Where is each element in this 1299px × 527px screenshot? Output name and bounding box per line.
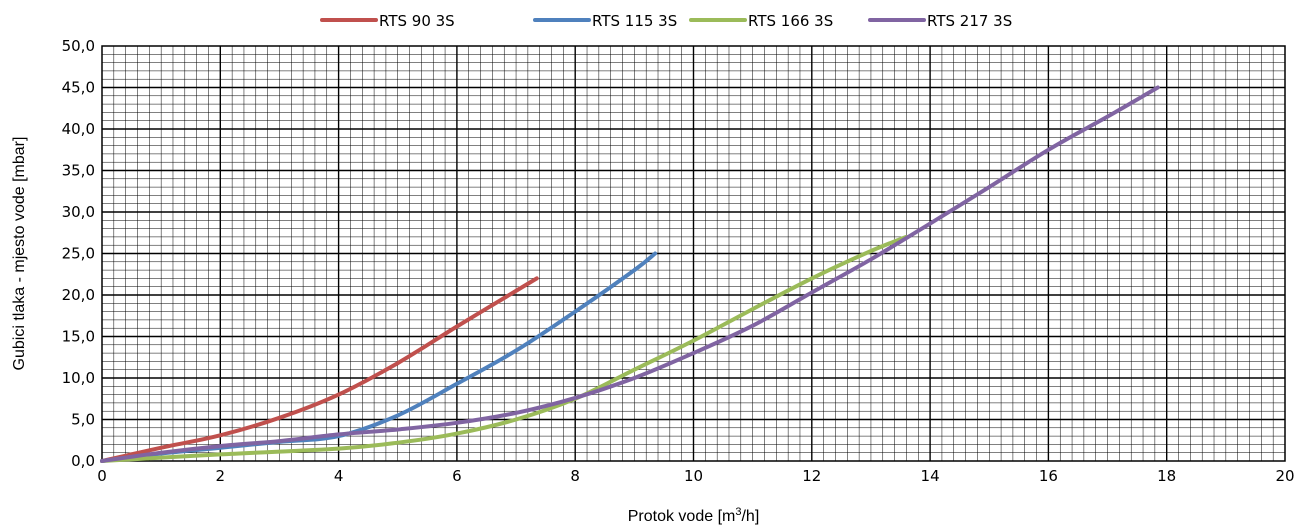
x-tick-label: 10 — [684, 467, 703, 485]
x-tick-label: 6 — [452, 467, 462, 485]
series-line-rts-90-3s — [100, 276, 539, 463]
legend-label-rts-166-3s: RTS 166 3S — [748, 12, 833, 30]
y-tick-label: 10,0 — [62, 369, 95, 387]
y-tick-label: 40,0 — [62, 120, 95, 138]
x-tick-label: 4 — [334, 467, 344, 485]
y-axis-title: Gubici tlaka - mjesto vode [mbar] — [11, 137, 28, 371]
y-tick-label: 25,0 — [62, 245, 95, 263]
y-tick-label: 50,0 — [62, 37, 95, 55]
x-tick-label: 8 — [570, 467, 580, 485]
series-lines — [100, 85, 1160, 463]
x-tick-label: 18 — [1157, 467, 1176, 485]
x-tick-label: 14 — [921, 467, 940, 485]
legend-label-rts-90-3s: RTS 90 3S — [379, 12, 455, 30]
x-axis-title-sup: 3 — [735, 506, 741, 518]
x-tick-label: 16 — [1039, 467, 1058, 485]
y-axis-ticks: 0,0 5,0 10,0 15,0 20,0 25,0 30,0 35,0 40,0 45,0 50… — [62, 37, 95, 470]
y-tick-label: 30,0 — [62, 203, 95, 221]
x-axis-title-main: Protok vode [m — [628, 508, 736, 525]
plot-frame — [101, 45, 1286, 462]
x-tick-label: 20 — [1275, 467, 1294, 485]
legend-label-rts-115-3s: RTS 115 3S — [592, 12, 677, 30]
x-tick-label: 2 — [216, 467, 226, 485]
x-axis-title-tail: /h] — [741, 508, 759, 525]
major-grid — [102, 46, 1285, 461]
x-axis-ticks: 0 2 4 6 8 10 12 14 16 18 20 — [97, 467, 1294, 485]
series-line-rts-217-3s — [100, 85, 1160, 463]
y-tick-label: 35,0 — [62, 162, 95, 180]
y-tick-label: 5,0 — [71, 411, 95, 429]
x-tick-label: 12 — [802, 467, 821, 485]
x-axis-title: Protok vode [m3/h] — [628, 506, 760, 525]
legend-label-rts-217-3s: RTS 217 3S — [927, 12, 1012, 30]
y-tick-label: 0,0 — [71, 452, 95, 470]
y-tick-label: 20,0 — [62, 286, 95, 304]
x-tick-label: 0 — [97, 467, 107, 485]
y-tick-label: 15,0 — [62, 328, 95, 346]
y-tick-label: 45,0 — [62, 79, 95, 97]
legend: RTS 90 3S RTS 115 3S RTS 166 3S RTS 217 3S — [320, 12, 1012, 30]
